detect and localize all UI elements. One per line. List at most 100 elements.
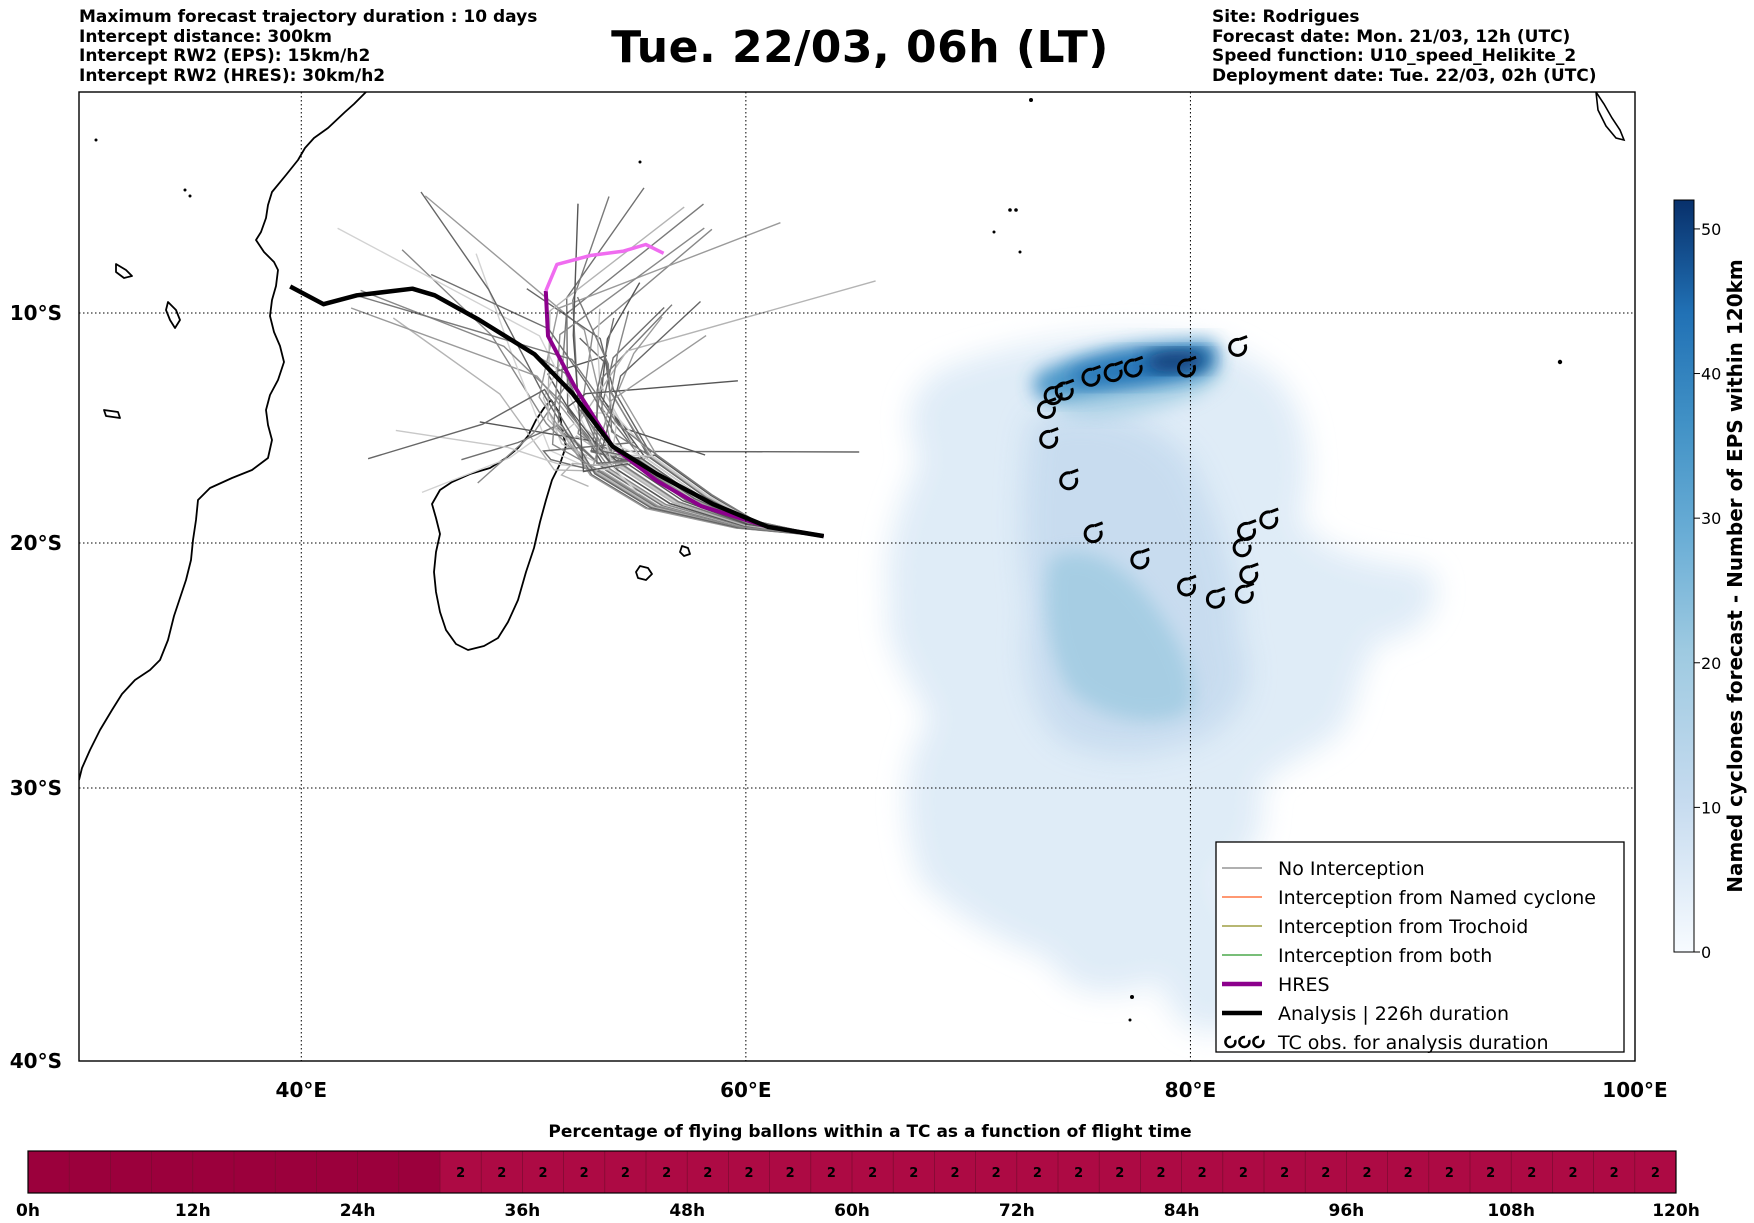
flight-time-bar: Percentage of flying ballons within a TC… <box>16 1122 1700 1221</box>
eps-track <box>551 227 824 537</box>
flight-time-pct-label: 2 <box>497 1166 506 1181</box>
island <box>115 263 133 279</box>
flight-time-pct-label: 2 <box>827 1166 836 1181</box>
flight-time-tick-label: 12h <box>175 1201 211 1221</box>
tc-obs-symbol <box>1059 468 1079 491</box>
flight-time-pct-label: 2 <box>992 1166 1001 1181</box>
header-left-line: Intercept distance: 300km <box>79 26 332 47</box>
lon-tick-label: 40°E <box>276 1078 328 1102</box>
tc-obs-symbol <box>1039 427 1059 449</box>
flight-time-pct-label: 2 <box>1239 1166 1248 1181</box>
legend-label: TC obs. for analysis duration <box>1277 1032 1549 1054</box>
map-legend: No Interception Interception from Named c… <box>1215 841 1625 1054</box>
legend-item: No Interception <box>1222 858 1425 880</box>
map-gridlines <box>79 92 1635 1061</box>
tc-obs-symbol <box>1234 582 1255 604</box>
header-right-line: Speed function: U10_speed_Helikite_2 <box>1212 46 1577 66</box>
colorbar-label: Named cyclones forecast - Number of EPS … <box>1723 259 1747 893</box>
flight-time-pct-label: 2 <box>950 1166 959 1181</box>
flight-time-pct-label: 2 <box>1486 1166 1495 1181</box>
flight-time-pct-label: 2 <box>1280 1166 1289 1181</box>
flight-time-pct-label: 2 <box>1610 1166 1619 1181</box>
tc-obs-symbol <box>1177 574 1197 597</box>
small-islands <box>94 98 1563 1022</box>
map-frame <box>78 91 1636 1062</box>
flight-time-tick-label: 36h <box>505 1201 541 1221</box>
tc-obs-symbol <box>1239 562 1259 585</box>
tc-obs-symbol <box>1083 521 1104 544</box>
flight-time-bar-title: Percentage of flying ballons within a TC… <box>548 1122 1191 1142</box>
colorbar-gradient <box>1673 199 1695 953</box>
tc-obs-symbol <box>1081 364 1101 387</box>
legend-item: Interception from both <box>1222 945 1492 967</box>
legend-item: Interception from Named cyclone <box>1222 887 1596 909</box>
tc-obs-symbol <box>1130 547 1150 570</box>
header-right-line: Site: Rodrigues <box>1212 7 1360 27</box>
tc-observations <box>1036 335 1279 609</box>
colorbar-tick-label: 10 <box>1701 798 1721 817</box>
page-title: Tue. 22/03, 06h (LT) <box>611 22 1109 73</box>
flight-time-tick-label: 84h <box>1164 1201 1200 1221</box>
eps-track <box>560 462 824 537</box>
header-right-line: Forecast date: Mon. 21/03, 12h (UTC) <box>1212 26 1571 47</box>
flight-time-pct-label: 2 <box>909 1166 918 1181</box>
flight-time-pct-label: 2 <box>1321 1166 1330 1181</box>
header-right-info: Site: Rodrigues Forecast date: Mon. 21/0… <box>1212 7 1597 86</box>
flight-time-pct-label: 2 <box>1074 1166 1083 1181</box>
lat-tick-label: 30°S <box>10 776 62 800</box>
header-left-line: Maximum forecast trajectory duration : 1… <box>79 7 538 27</box>
mauritius-island <box>679 545 691 557</box>
flight-time-pct-label: 2 <box>703 1166 712 1181</box>
tc-obs-symbol <box>1228 335 1248 357</box>
legend-cyclone-icon <box>1238 1035 1251 1049</box>
sri-lanka-coastline <box>1595 92 1626 142</box>
flight-time-pct-label: 2 <box>744 1166 753 1181</box>
lat-tick-label: 10°S <box>10 301 62 325</box>
legend-item: HRES <box>1222 974 1330 996</box>
analysis-track <box>289 284 825 539</box>
flight-time-pct-label: 2 <box>1033 1166 1042 1181</box>
tc-obs-symbol <box>1043 383 1064 406</box>
legend-label: HRES <box>1278 974 1330 996</box>
header-left-line: Intercept RW2 (EPS): 15km/h2 <box>79 46 371 66</box>
lon-tick-label: 100°E <box>1602 1078 1667 1102</box>
legend-item: Analysis | 226h duration <box>1222 1003 1509 1025</box>
flight-time-tick-label: 96h <box>1329 1201 1365 1221</box>
flight-time-tick-label: 120h <box>1652 1201 1700 1221</box>
colorbar-tick-label: 30 <box>1701 509 1721 528</box>
legend-cyclone-icon <box>1252 1035 1265 1049</box>
legend-label: Analysis | 226h duration <box>1278 1003 1509 1025</box>
longitude-labels: 40°E 60°E 80°E 100°E <box>276 1078 1668 1102</box>
flight-time-pct-label: 2 <box>1115 1166 1124 1181</box>
legend-cyclone-icon <box>1224 1035 1237 1049</box>
colorbar: 0 10 20 30 40 50 Named cyclones forecast - Nu… <box>1673 199 1747 962</box>
colorbar-tick-label: 40 <box>1701 365 1721 384</box>
flight-time-pct-label: 2 <box>1445 1166 1454 1181</box>
flight-time-pct-label: 2 <box>1568 1166 1577 1181</box>
flight-time-tick-label: 0h <box>16 1201 40 1221</box>
tc-obs-symbol <box>1123 355 1144 378</box>
tc-obs-symbol <box>1103 360 1124 383</box>
eps-track <box>360 289 824 537</box>
eps-track <box>572 203 824 537</box>
header-left-info: Maximum forecast trajectory duration : 1… <box>79 7 538 86</box>
flight-time-tick-label: 60h <box>834 1201 870 1221</box>
legend-label: No Interception <box>1278 858 1425 880</box>
flight-time-pct-label: 2 <box>456 1166 465 1181</box>
header-right-line: Deployment date: Tue. 22/03, 02h (UTC) <box>1212 65 1597 86</box>
flight-time-tick-label: 72h <box>999 1201 1035 1221</box>
tc-obs-symbol <box>1259 507 1279 530</box>
flight-time-pct-label: 2 <box>786 1166 795 1181</box>
flight-time-tick-label: 24h <box>340 1201 376 1221</box>
legend-item: TC obs. for analysis duration <box>1224 1032 1549 1054</box>
lat-tick-label: 40°S <box>10 1049 62 1073</box>
tc-obs-symbol <box>1036 397 1057 419</box>
flight-time-pct-label: 2 <box>580 1166 589 1181</box>
flight-time-pct-label: 2 <box>1527 1166 1536 1181</box>
flight-time-tick-label: 108h <box>1487 1201 1535 1221</box>
hres-track-late <box>544 242 665 292</box>
flight-time-pct-label: 2 <box>1198 1166 1207 1181</box>
lon-tick-label: 80°E <box>1165 1078 1217 1102</box>
reunion-island <box>635 565 653 581</box>
